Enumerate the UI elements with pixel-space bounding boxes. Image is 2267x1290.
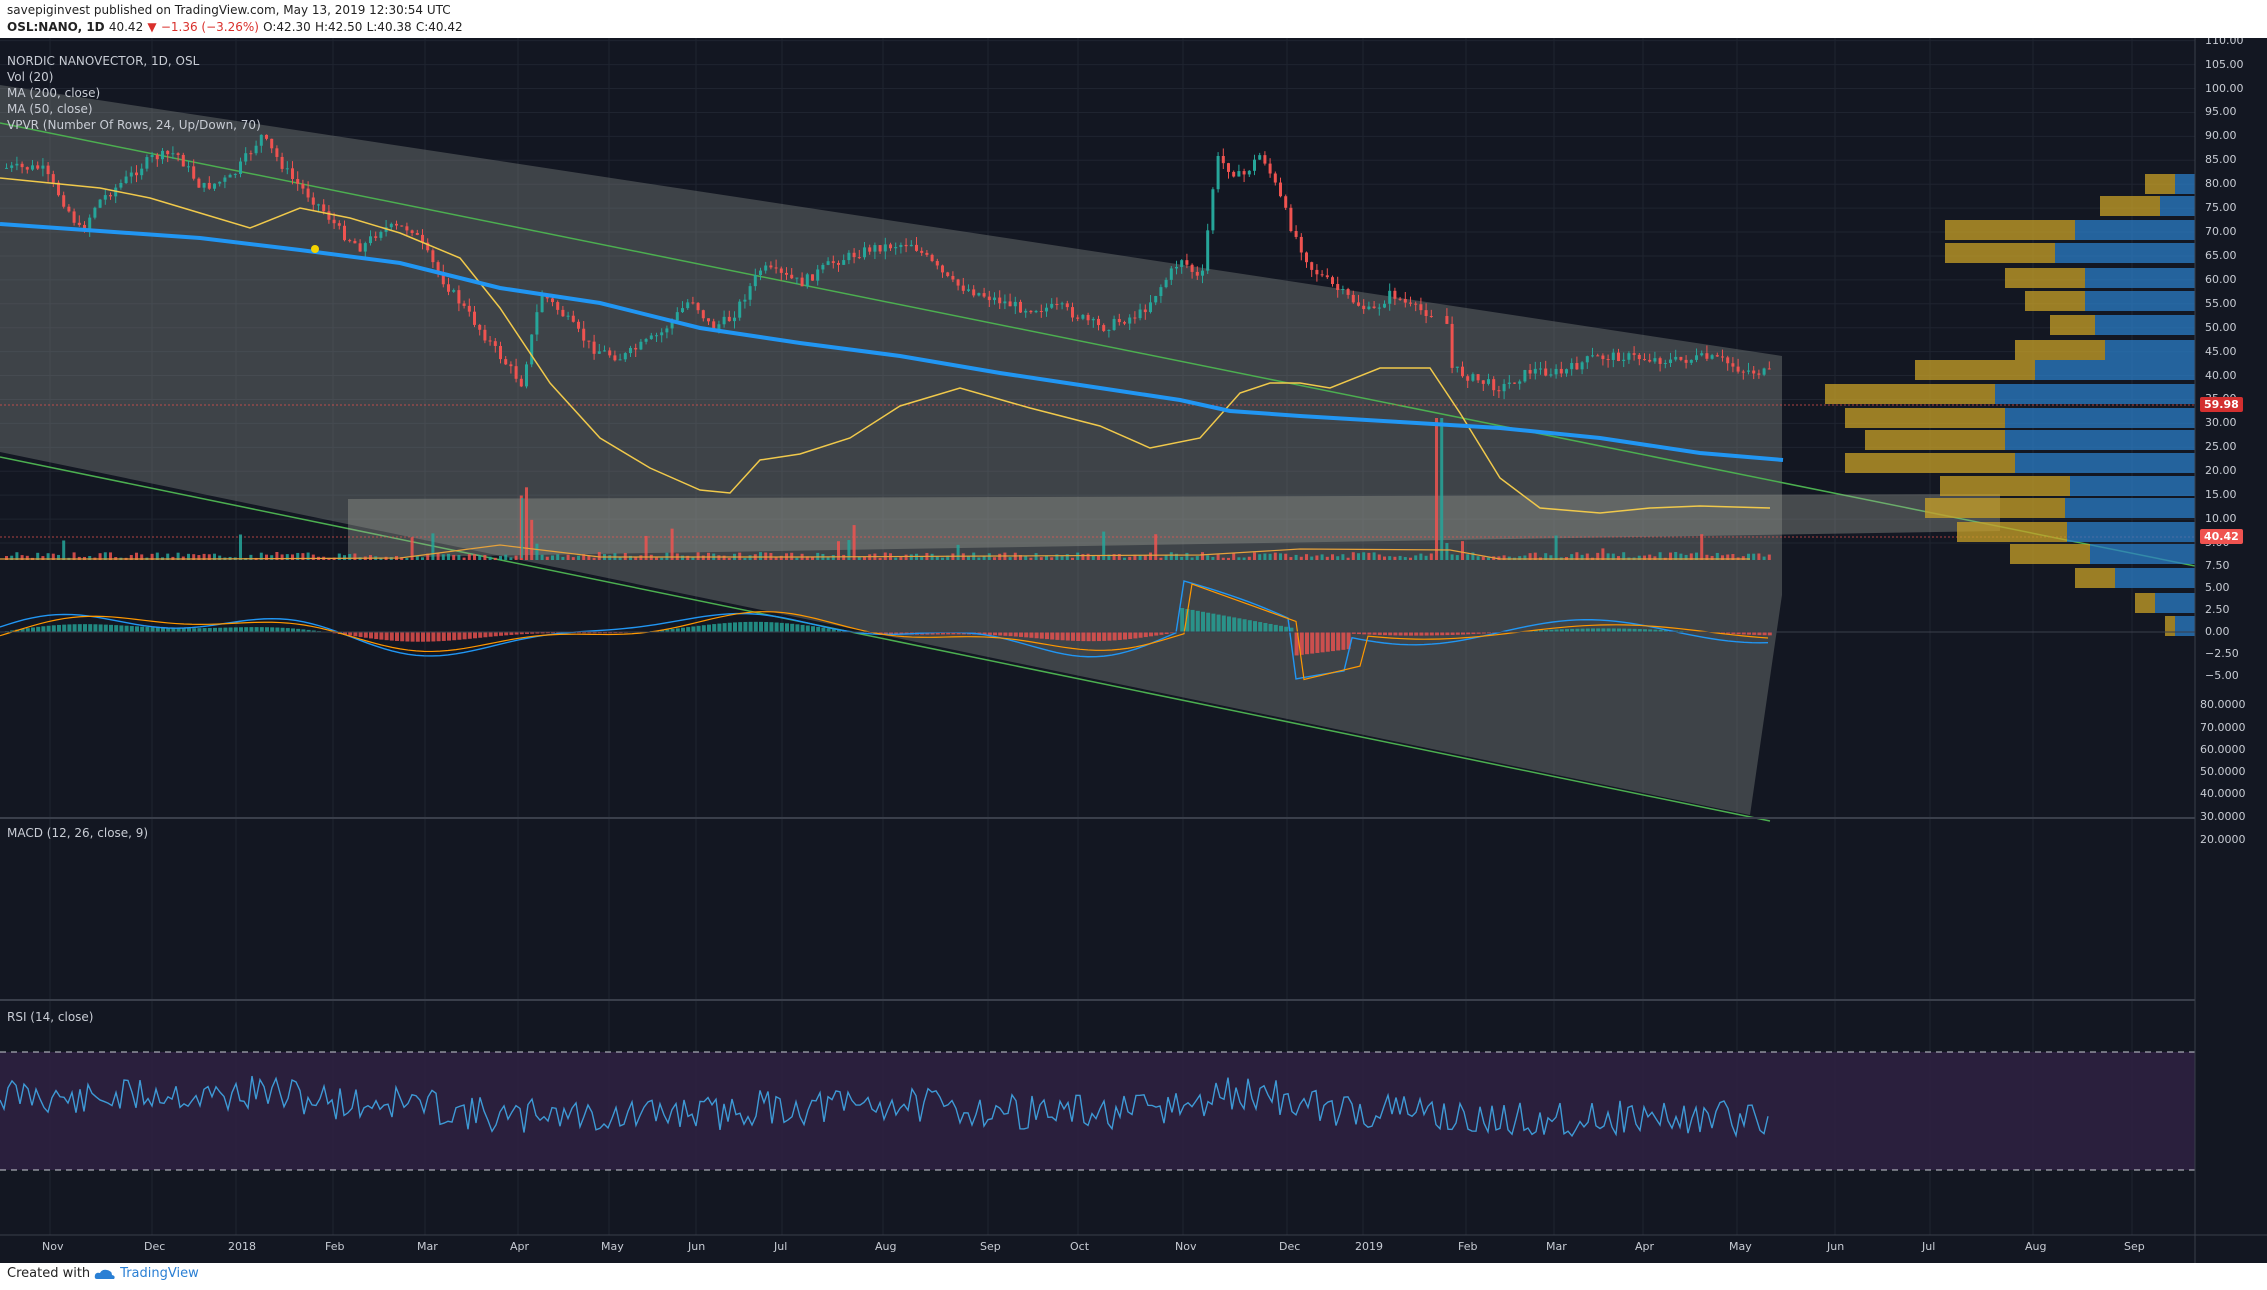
rsi-pane-title[interactable]: RSI (14, close) xyxy=(7,1010,94,1024)
macd-tick-label: 5.00 xyxy=(2205,581,2230,594)
main-pane-title: NORDIC NANOVECTOR, 1D, OSL xyxy=(7,54,200,68)
price-tick-label: 50.00 xyxy=(2205,320,2237,334)
price-tick-label: 25.00 xyxy=(2205,440,2237,454)
indicator-vpvr[interactable]: VPVR (Number Of Rows, 24, Up/Down, 70) xyxy=(7,118,261,132)
indicator-ma200[interactable]: MA (200, close) xyxy=(7,86,101,100)
price-axis-bg xyxy=(2195,38,2267,1263)
rsi-tick-label: 50.0000 xyxy=(2200,765,2246,778)
indicator-ma50[interactable]: MA (50, close) xyxy=(7,102,93,116)
rsi-tick-label: 20.0000 xyxy=(2200,833,2246,846)
price-tick-label: 30.00 xyxy=(2205,416,2237,430)
crossover-marker xyxy=(311,245,319,253)
macd-tick-label: 0.00 xyxy=(2205,625,2230,638)
price-tick-label: 95.00 xyxy=(2205,105,2237,119)
price-tick-label: 80.00 xyxy=(2205,177,2237,191)
time-axis-label: May xyxy=(1729,1240,1752,1253)
channel-lower-line xyxy=(0,456,1771,822)
macd-tick-label: 2.50 xyxy=(2205,603,2230,616)
time-axis-label: Sep xyxy=(2124,1240,2145,1253)
level-price-tag: 59.98 xyxy=(2200,397,2243,412)
change-arrow-icon: ▼ xyxy=(147,20,157,34)
signal-line xyxy=(0,583,1769,681)
macd-pane xyxy=(0,580,2195,681)
time-axis-label: Nov xyxy=(42,1240,64,1253)
falling-channel xyxy=(0,85,1782,815)
last-price-tag: 40.42 xyxy=(2200,529,2243,544)
price-tick-label: 105.00 xyxy=(2205,57,2244,71)
macd-tick-label: −2.50 xyxy=(2205,647,2239,660)
time-axis-label: Jun xyxy=(1827,1240,1845,1253)
volume-profile xyxy=(1825,174,2195,636)
support-zone xyxy=(348,494,2000,558)
macd-tick-label: −5.00 xyxy=(2205,669,2239,682)
price-tick-label: 20.00 xyxy=(2205,464,2237,478)
publish-info: savepiginvest published on TradingView.c… xyxy=(7,3,451,17)
price-tick-label: 65.00 xyxy=(2205,248,2237,262)
close-value: C:40.42 xyxy=(415,20,463,34)
rsi-tick-label: 40.0000 xyxy=(2200,787,2246,800)
footer: Created with TradingView xyxy=(7,1266,199,1281)
author-name[interactable]: savepiginvest xyxy=(7,3,91,17)
time-axis-label: Sep xyxy=(980,1240,1001,1253)
price-tick-label: 70.00 xyxy=(2205,225,2237,239)
footer-brand[interactable]: TradingView xyxy=(120,1266,199,1281)
time-axis-label: 2018 xyxy=(228,1240,256,1253)
time-axis-label: Feb xyxy=(325,1240,345,1253)
rsi-tick-label: 70.0000 xyxy=(2200,721,2246,734)
time-axis-label: Jul xyxy=(1922,1240,1936,1253)
open-value: O:42.30 xyxy=(263,20,311,34)
rsi-line xyxy=(0,1075,1769,1139)
price-tick-label: 90.00 xyxy=(2205,129,2237,143)
rsi-tick-label: 60.0000 xyxy=(2200,743,2246,756)
price-tick-label: 60.00 xyxy=(2205,272,2237,286)
channel-upper-line xyxy=(0,122,2211,570)
price-tick-label: 110.00 xyxy=(2205,38,2244,47)
last-price: 40.42 xyxy=(108,20,144,34)
price-tick-label: 40.00 xyxy=(2205,368,2237,382)
price-tick-label: 45.00 xyxy=(2205,344,2237,358)
price-tick-label: 15.00 xyxy=(2205,488,2237,502)
high-value: H:42.50 xyxy=(314,20,363,34)
chart-canvas[interactable] xyxy=(0,38,2267,1263)
time-axis-label: Mar xyxy=(1546,1240,1567,1253)
macd-pane-title[interactable]: MACD (12, 26, close, 9) xyxy=(7,826,149,840)
time-axis-label: Oct xyxy=(1070,1240,1090,1253)
price-candles xyxy=(5,134,1771,558)
time-axis-label: Aug xyxy=(875,1240,897,1253)
time-axis-label: 2019 xyxy=(1355,1240,1383,1253)
macd-tick-label: 7.50 xyxy=(2205,559,2230,572)
low-value: L:40.38 xyxy=(366,20,412,34)
price-tick-label: 100.00 xyxy=(2205,81,2244,95)
rsi-tick-label: 30.0000 xyxy=(2200,810,2246,823)
price-tick-label: 10.00 xyxy=(2205,512,2237,526)
time-axis-label: Jun xyxy=(688,1240,706,1253)
tradingview-cloud-icon xyxy=(94,1269,115,1279)
ma50-line xyxy=(0,177,1771,514)
price-change: −1.36 (−3.26%) xyxy=(160,20,259,34)
time-axis-label: Feb xyxy=(1458,1240,1478,1253)
time-axis-label: Apr xyxy=(510,1240,530,1253)
price-tick-label: 75.00 xyxy=(2205,201,2237,215)
time-axis-label: Jul xyxy=(774,1240,788,1253)
time-axis-label: Nov xyxy=(1175,1240,1197,1253)
indicator-vol[interactable]: Vol (20) xyxy=(7,70,54,84)
price-tick-label: 55.00 xyxy=(2205,296,2237,310)
time-axis-label: Aug xyxy=(2025,1240,2047,1253)
price-tick-label: 85.00 xyxy=(2205,153,2237,167)
symbol-header: OSL:NANO, 1D 40.42 ▼ −1.36 (−3.26%) O:42… xyxy=(7,20,463,34)
volume-ma-line xyxy=(0,544,1750,560)
symbol-name: OSL:NANO, 1D xyxy=(7,20,105,34)
time-axis-label: Dec xyxy=(144,1240,166,1253)
time-axis-label: Mar xyxy=(417,1240,438,1253)
chart-frame[interactable]: NORDIC NANOVECTOR, 1D, OSL Vol (20) MA (… xyxy=(0,38,2267,1263)
time-axis-label: Apr xyxy=(1635,1240,1655,1253)
footer-created-text: Created with xyxy=(7,1266,91,1281)
rsi-band xyxy=(0,1052,2195,1170)
time-axis-label: Dec xyxy=(1279,1240,1301,1253)
time-axis-label: May xyxy=(601,1240,624,1253)
rsi-tick-label: 80.0000 xyxy=(2200,698,2246,711)
published-text: published on TradingView.com, May 13, 20… xyxy=(90,3,451,17)
